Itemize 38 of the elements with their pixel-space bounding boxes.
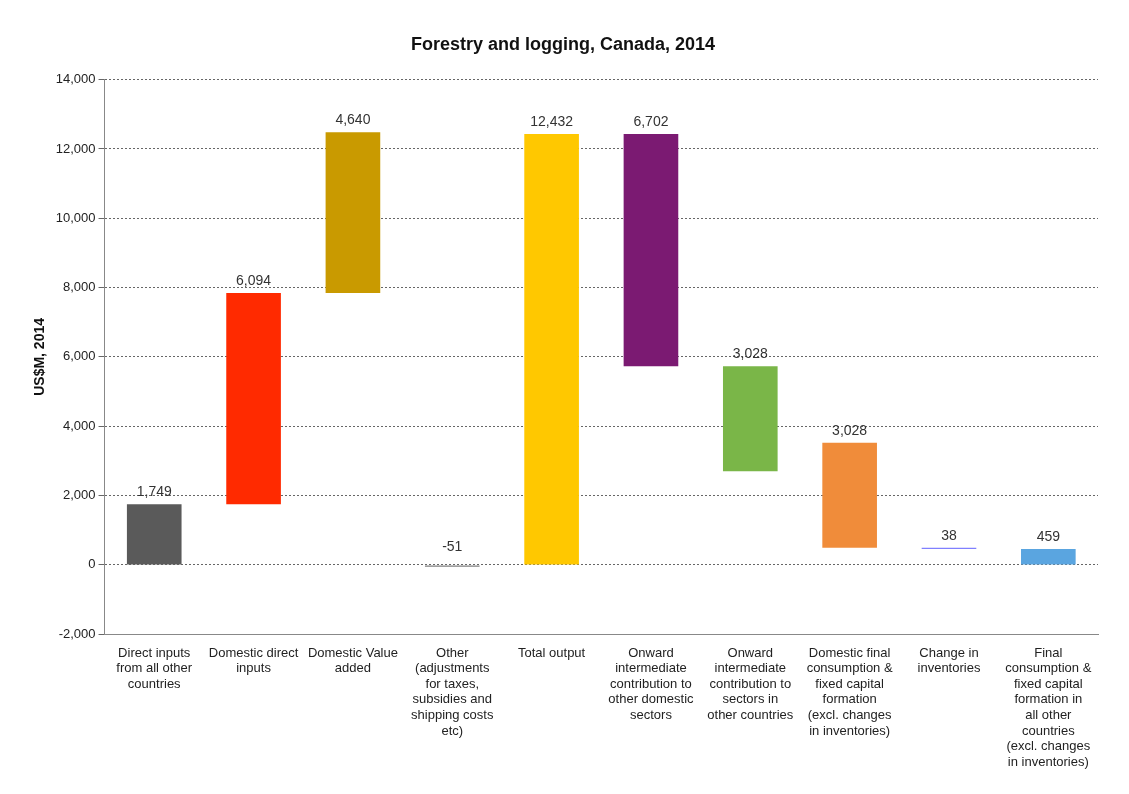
- x-tick-label: Onward intermediate contribution to sectors in other countries: [707, 644, 794, 722]
- y-tick-label: 6,000: [63, 348, 96, 364]
- y-axis-title: US$M, 2014: [31, 317, 48, 396]
- x-tick-label: Other (adjustments for taxes, subsidies and shipping costs etc): [411, 644, 494, 738]
- bar: [524, 133, 579, 565]
- data-label: 3,028: [832, 421, 868, 438]
- x-tick-label: Domestic direct inputs: [208, 644, 299, 676]
- bar: [226, 293, 281, 505]
- y-tick-label: -2,000: [58, 625, 96, 641]
- y-tick-label: 8,000: [63, 279, 96, 295]
- bar: [822, 442, 877, 548]
- chart-title: Forestry and logging, Canada, 2014: [410, 33, 716, 54]
- bar: [325, 132, 381, 294]
- x-tick-label: Onward intermediate contribution to other domestic sectors: [608, 644, 695, 722]
- x-tick-label: Change in inventories: [917, 644, 981, 676]
- x-tick-label: Domestic final consumption & fixed capital formation (excl. changes in inventories): [806, 644, 893, 738]
- bar: [623, 133, 679, 367]
- data-label: 4,640: [335, 111, 371, 128]
- data-label: 12,432: [530, 112, 574, 129]
- x-tick-label: Direct inputs from all other countries: [116, 644, 193, 691]
- data-label: 38: [941, 526, 957, 543]
- y-tick-label: 4,000: [63, 417, 96, 433]
- bar: [1021, 548, 1076, 565]
- y-tick-label: 0: [88, 556, 96, 572]
- bar: [722, 366, 778, 472]
- data-label: 3,028: [732, 345, 769, 362]
- x-tick-label: Final consumption & fixed capital formation in all other countries (excl. changes in inventories): [1005, 644, 1092, 769]
- data-label: 1,749: [136, 483, 172, 500]
- x-tick-label: Domestic Value added: [307, 644, 398, 676]
- data-label: -51: [442, 537, 463, 554]
- x-tick-label: Total output: [518, 644, 586, 660]
- data-label: 6,094: [236, 271, 272, 288]
- y-tick-label: 12,000: [55, 140, 96, 156]
- data-label: 459: [1036, 527, 1061, 544]
- y-tick-label: 14,000: [55, 71, 96, 87]
- y-tick-label: 2,000: [63, 487, 96, 503]
- y-tick-label: 10,000: [55, 209, 96, 225]
- data-label: 6,702: [633, 112, 669, 129]
